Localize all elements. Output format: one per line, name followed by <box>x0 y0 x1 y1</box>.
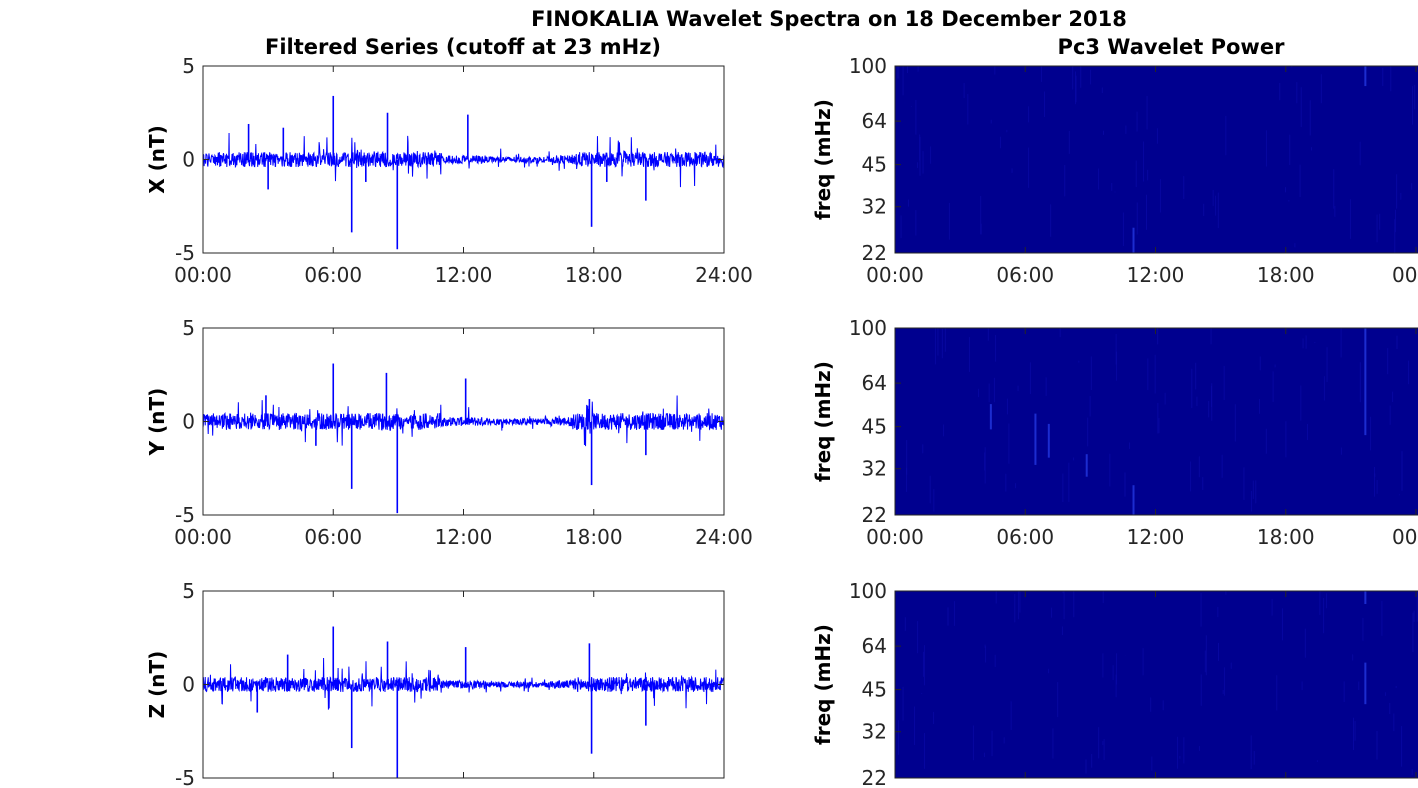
x-wavelet-ylabel: freq (mHz) <box>811 99 835 220</box>
x-series-ytick-label-2: -5 <box>175 241 195 265</box>
x-series-xtick-label-1: 06:00 <box>304 263 362 287</box>
z-wavelet-ytick-label-4: 22 <box>862 766 887 788</box>
x-series-ytick-label-0: 5 <box>182 54 195 78</box>
x-wavelet-power-background <box>895 66 1418 253</box>
x-series-xtick-label-4: 24:00 <box>695 263 753 287</box>
y-wavelet-power-background <box>895 328 1418 515</box>
y-series-panel: 5 0 -500:00 06:00 12:00 18:00 24:00 Y (nT) <box>145 316 753 549</box>
y-series-xtick-label-3: 18:00 <box>565 525 623 549</box>
z-series-ytick-label-2: -5 <box>175 766 195 788</box>
y-wavelet-xtick-label-1: 06:00 <box>996 525 1054 549</box>
y-series-plot-area <box>203 363 724 514</box>
x-wavelet-axes-frame <box>894 65 1418 254</box>
y-series-ytick-label-0: 5 <box>182 316 195 340</box>
y-series-ytick-label-2: -5 <box>175 503 195 527</box>
x-wavelet-xtick-label-3: 18:00 <box>1257 263 1315 287</box>
x-series-panel: 5 0 -500:00 06:00 12:00 18:00 24:00 X (nT) <box>145 54 753 287</box>
x-series-ylabel: X (nT) <box>145 125 169 194</box>
z-wavelet-axes-frame <box>894 590 1418 779</box>
y-wavelet-ytick-label-3: 32 <box>862 457 887 481</box>
z-wavelet-ytick-label-1: 64 <box>862 634 887 658</box>
z-wavelet-ylabel: freq (mHz) <box>811 624 835 745</box>
x-wavelet-xtick-label-0: 00:00 <box>866 263 924 287</box>
left-column-title: Filtered Series (cutoff at 23 mHz) <box>265 35 661 59</box>
x-series-xtick-label-2: 12:00 <box>435 263 493 287</box>
z-wavelet-panel: 100 64 45 32 22 freq (mHz) <box>811 579 1418 788</box>
y-wavelet-ytick-label-1: 64 <box>862 371 887 395</box>
x-wavelet-xtick-label-2: 12:00 <box>1127 263 1185 287</box>
z-wavelet-ytick-label-2: 45 <box>862 678 887 702</box>
y-series-trace <box>203 395 724 447</box>
x-wavelet-ytick-label-0: 100 <box>849 54 887 78</box>
y-wavelet-ytick-label-2: 45 <box>862 415 887 439</box>
y-series-xtick-label-1: 06:00 <box>304 525 362 549</box>
y-series-xtick-label-4: 24:00 <box>695 525 753 549</box>
x-series-xtick-label-3: 18:00 <box>565 263 623 287</box>
y-wavelet-ytick-label-0: 100 <box>849 316 887 340</box>
x-wavelet-ytick-label-3: 32 <box>862 195 887 219</box>
y-series-ylabel: Y (nT) <box>145 388 169 457</box>
figure-title: FINOKALIA Wavelet Spectra on 18 December… <box>531 7 1127 31</box>
z-wavelet-ytick-label-0: 100 <box>849 579 887 603</box>
y-series-xtick-label-0: 00:00 <box>174 525 232 549</box>
y-wavelet-xtick-label-2: 12:00 <box>1127 525 1185 549</box>
y-wavelet-xtick-label-0: 00:00 <box>866 525 924 549</box>
x-wavelet-xtick-label-1: 06:00 <box>996 263 1054 287</box>
x-series-plot-area <box>203 95 724 250</box>
y-wavelet-ytick-label-4: 22 <box>862 503 887 527</box>
right-column-title: Pc3 Wavelet Power <box>1058 35 1286 59</box>
y-wavelet-xtick-label-4: 00 <box>1392 525 1417 549</box>
y-wavelet-axes-frame <box>894 327 1418 516</box>
x-wavelet-xtick-label-4: 00 <box>1392 263 1417 287</box>
x-series-xtick-label-0: 00:00 <box>174 263 232 287</box>
z-wavelet-power-background <box>895 591 1418 778</box>
z-series-trace <box>203 657 724 710</box>
z-series-ytick-label-1: 0 <box>182 673 195 697</box>
x-wavelet-ytick-label-1: 64 <box>862 109 887 133</box>
x-wavelet-ytick-label-4: 22 <box>862 241 887 265</box>
x-series-trace <box>203 132 724 188</box>
y-wavelet-ylabel: freq (mHz) <box>811 361 835 482</box>
z-wavelet-ytick-label-3: 32 <box>862 720 887 744</box>
y-wavelet-xtick-label-3: 18:00 <box>1257 525 1315 549</box>
y-series-ytick-label-1: 0 <box>182 410 195 434</box>
z-series-ylabel: Z (nT) <box>145 651 169 719</box>
z-series-ytick-label-0: 5 <box>182 579 195 603</box>
z-series-plot-area <box>203 626 724 778</box>
x-series-ytick-label-1: 0 <box>182 148 195 172</box>
x-wavelet-ytick-label-2: 45 <box>862 153 887 177</box>
y-series-xtick-label-2: 12:00 <box>435 525 493 549</box>
z-series-panel: 5 0 -5 Z (nT) <box>145 579 725 788</box>
